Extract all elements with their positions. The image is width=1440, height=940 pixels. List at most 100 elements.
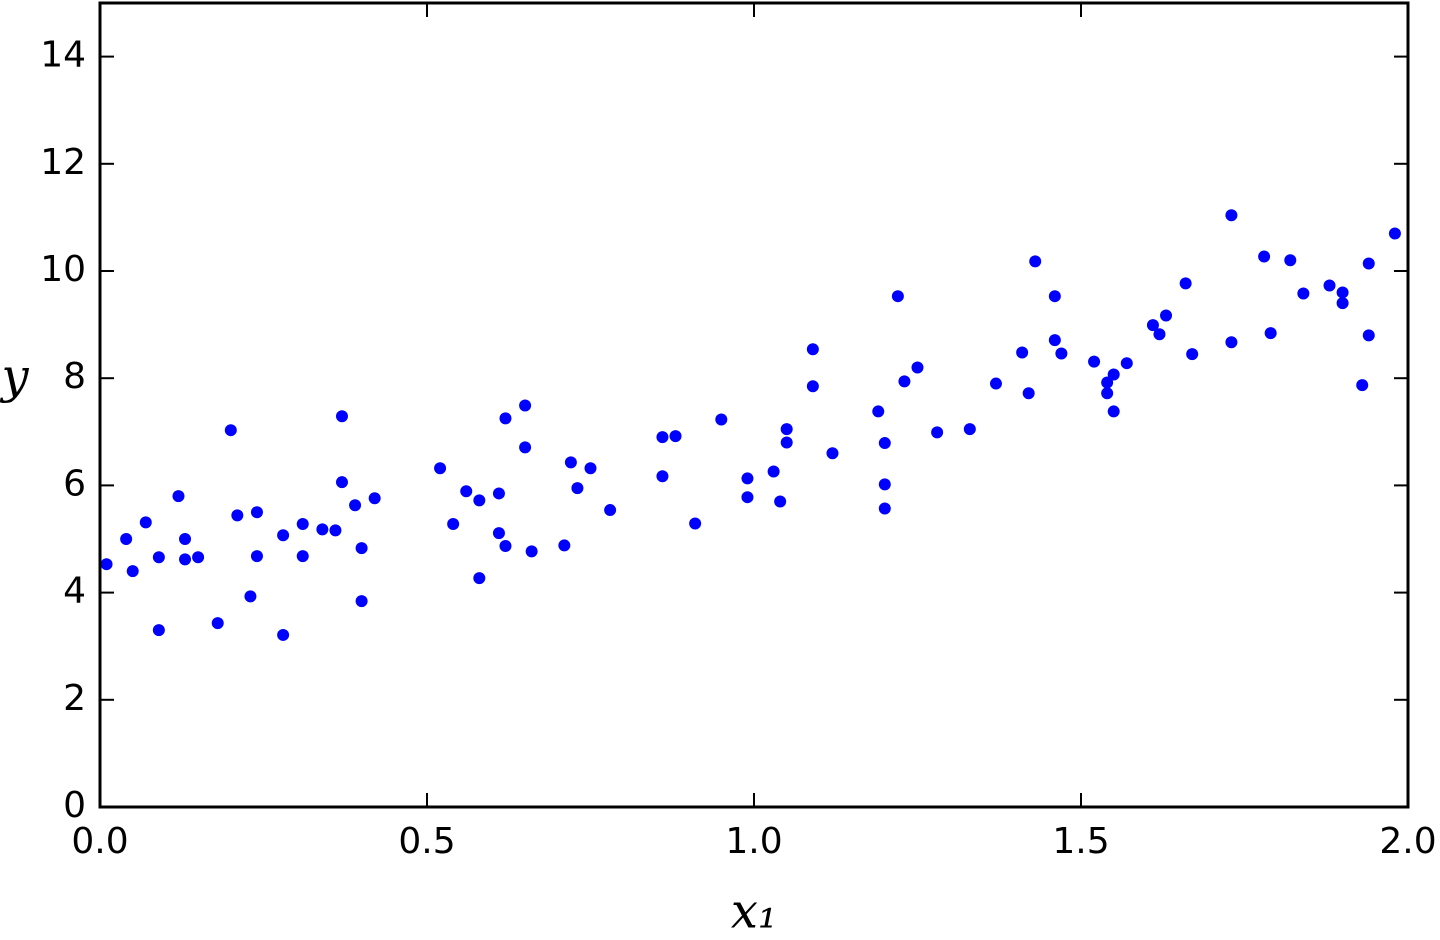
point xyxy=(774,495,787,508)
point xyxy=(100,558,113,571)
point xyxy=(1336,297,1349,310)
point xyxy=(891,290,904,303)
point xyxy=(447,517,460,530)
point xyxy=(525,545,538,558)
point xyxy=(780,423,793,436)
point xyxy=(277,529,290,542)
point xyxy=(1225,209,1238,222)
point xyxy=(1016,346,1029,359)
x-axis-label: x₁ xyxy=(731,884,777,940)
point xyxy=(1362,257,1375,270)
point xyxy=(277,628,290,641)
point xyxy=(604,504,617,517)
point xyxy=(1048,334,1061,347)
point xyxy=(571,482,584,495)
point xyxy=(767,465,780,478)
plot-frame xyxy=(98,1,1410,809)
point xyxy=(1225,336,1238,349)
point xyxy=(806,380,819,393)
point xyxy=(296,517,309,530)
point xyxy=(250,506,263,519)
point xyxy=(656,470,669,483)
point xyxy=(179,533,192,545)
point xyxy=(244,590,257,603)
point xyxy=(349,499,362,512)
point xyxy=(335,476,348,489)
point xyxy=(473,494,486,507)
point xyxy=(152,551,165,564)
point xyxy=(492,487,505,500)
point xyxy=(152,624,165,637)
point xyxy=(231,509,244,522)
point xyxy=(669,430,682,443)
point xyxy=(1388,227,1401,240)
point xyxy=(1120,357,1133,370)
y-tick-label: 0 xyxy=(63,785,86,826)
point xyxy=(741,491,754,504)
y-tick-label: 6 xyxy=(63,463,86,504)
point xyxy=(473,572,486,585)
y-tick-label: 4 xyxy=(63,571,86,612)
point xyxy=(806,343,819,356)
point xyxy=(1153,328,1166,341)
y-tick-label: 12 xyxy=(40,142,86,183)
point xyxy=(715,413,728,426)
x-tick-label: 0.0 xyxy=(71,821,128,862)
point xyxy=(492,527,505,540)
point xyxy=(460,485,473,498)
point xyxy=(519,399,532,412)
point xyxy=(1258,250,1271,263)
point xyxy=(434,462,447,475)
point xyxy=(355,595,368,608)
point xyxy=(656,431,669,444)
point xyxy=(120,533,133,545)
point xyxy=(192,551,205,564)
point xyxy=(1101,387,1114,400)
point xyxy=(335,410,348,423)
point xyxy=(1186,348,1199,361)
point xyxy=(1356,379,1369,392)
point xyxy=(499,412,512,425)
point xyxy=(1264,327,1277,340)
point xyxy=(1323,279,1336,292)
point xyxy=(931,426,944,439)
point xyxy=(1297,287,1310,300)
point xyxy=(368,492,381,505)
point xyxy=(1022,387,1035,400)
point xyxy=(872,405,885,418)
point xyxy=(499,539,512,552)
point xyxy=(780,436,793,449)
point xyxy=(689,517,702,530)
point xyxy=(316,523,329,536)
x-tick-label: 0.5 xyxy=(398,821,455,862)
point xyxy=(911,361,924,374)
point xyxy=(564,456,577,469)
point xyxy=(1146,319,1159,332)
point xyxy=(172,490,185,503)
point xyxy=(584,462,597,475)
point xyxy=(1284,254,1297,267)
point xyxy=(558,539,571,552)
point xyxy=(519,441,532,454)
point xyxy=(1029,255,1042,268)
y-tick-label: 10 xyxy=(40,249,86,290)
point xyxy=(1107,405,1120,418)
point xyxy=(139,516,152,529)
point xyxy=(878,502,891,515)
point xyxy=(1362,329,1375,342)
y-axis-label: y xyxy=(0,349,29,405)
point xyxy=(296,550,309,563)
point xyxy=(963,423,976,436)
point xyxy=(224,424,237,437)
point xyxy=(1088,355,1101,368)
point xyxy=(1107,368,1120,381)
point xyxy=(1160,309,1173,322)
x-tick-label: 1.5 xyxy=(1052,821,1109,862)
point xyxy=(355,542,368,555)
point xyxy=(1048,290,1061,303)
y-tick-label: 14 xyxy=(40,35,86,76)
point xyxy=(741,472,754,485)
point xyxy=(1055,347,1068,360)
